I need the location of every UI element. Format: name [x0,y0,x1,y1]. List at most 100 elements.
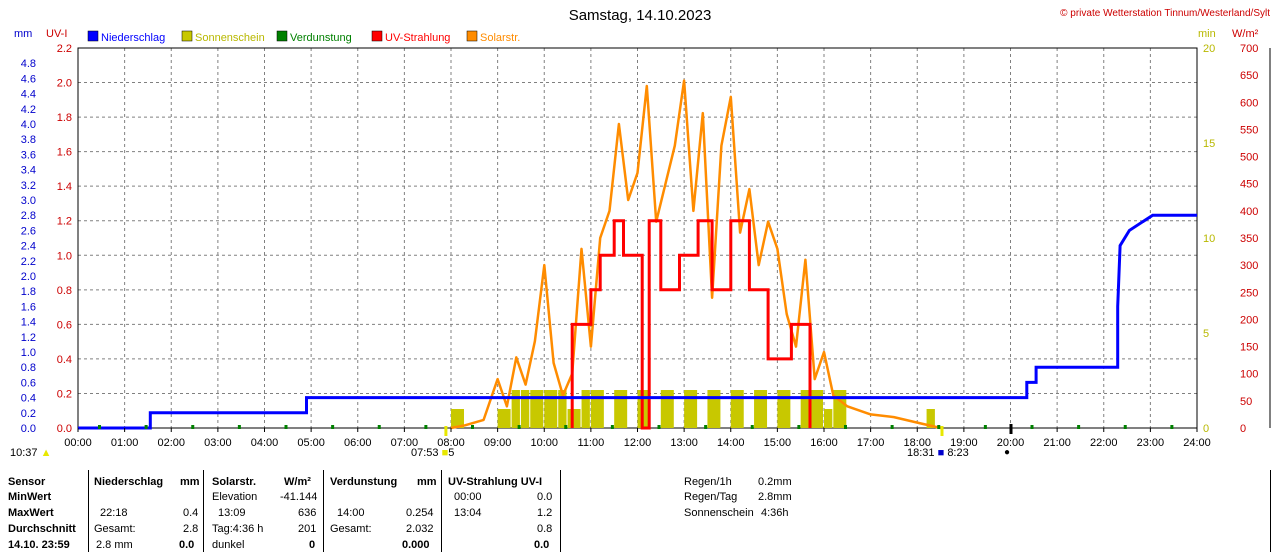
left-time-label: 10:37 ▲ [10,447,52,459]
mm-tick-label: 4.6 [21,73,36,85]
uvi-tick-label: 1.2 [57,216,72,228]
legend-label: Sonnenschein [195,32,265,44]
evap-marker [377,425,381,429]
evap-marker [983,425,987,429]
solar-tag-val: 201 [298,523,317,535]
uv-max-val: 1.2 [537,507,553,519]
legend-swatch [181,30,193,42]
sunshine-bar [451,409,464,428]
mm-tick-label: 4.0 [21,119,36,131]
x-tick-label: 18:00 [903,437,931,449]
sunshine-bar [581,390,590,428]
mm-tick-label: 4.2 [21,104,36,116]
x-tick-label: 08:00 [437,437,465,449]
legend-swatch [466,30,478,42]
summary-sonne-value: 4:36h [761,507,789,519]
unit-uvi: UV-I [46,28,67,40]
mm-tick-label: 2.0 [21,271,36,283]
uv-now-val: 0.0 [534,539,550,551]
chart-title: Samstag, 14.10.2023 [569,7,712,24]
solar-tag-label: Tag:4:36 h [212,523,264,535]
x-tick-label: 11:00 [578,437,605,449]
summary-regentag-value: 2.8mm [758,491,792,503]
evap-marker [610,425,614,429]
mm-tick-label: 1.2 [21,332,36,344]
sunshine-bar [530,390,544,428]
sunshine-bar [926,409,935,428]
evap-marker [191,425,195,429]
x-tick-label: 03:00 [204,437,232,449]
sunshine-bar [730,390,744,428]
verdunstung-gesamt-label: Gesamt: [330,523,372,535]
mm-tick-label: 3.0 [21,195,36,207]
evap-marker [517,425,521,429]
evap-marker [98,425,101,429]
col-sensor-header: Sensor [8,476,46,488]
mm-tick-label: 1.8 [21,286,36,298]
mm-tick-label: 3.8 [21,134,36,146]
row-current: 14.10. 23:59 [8,539,70,551]
sunshine-bar [684,390,698,428]
weather-chart: 00:00 01:00 02:00 03:00 04:00 05:00 06:00 07:00… [14,7,1271,449]
sun-marker [940,426,944,436]
verdunstung-max-time: 14:00 [337,507,365,519]
evap-marker [1123,425,1127,429]
legend-swatch [371,30,383,42]
legend-swatch [87,30,99,42]
sunshine-bar [707,390,721,428]
niederschlag-gesamt-label: Gesamt: [94,523,136,535]
sunshine-bar [558,390,567,428]
sunshine-bar [660,390,674,428]
sunshine-bar [567,409,581,428]
evap-marker [890,425,894,429]
solar-max-val: 636 [298,507,317,519]
chart-grid [77,47,1198,429]
precip-line [78,213,1197,430]
mm-tick-label: 2.6 [21,225,36,237]
niederschlag-header: Niederschlag [94,476,164,488]
wm2-tick-label: 700 [1240,43,1258,55]
evap-marker [424,425,428,429]
row-maxwert: MaxWert [8,507,54,519]
sunshine-bar [544,390,558,428]
chart-series [78,79,1197,430]
x-tick-label: 06:00 [344,437,372,449]
sunshine-bar [497,409,511,428]
niederschlag-max-time: 22:18 [100,507,128,519]
mm-tick-label: 0.0 [21,423,36,435]
evap-marker [704,425,708,429]
x-tick-label: 07:00 [391,437,419,449]
x-tick-label: 10:00 [530,437,558,449]
mm-tick-label: 4.8 [21,58,36,70]
x-tick-label: 01:00 [111,437,139,449]
wm2-tick-label: 550 [1240,124,1258,136]
sunshine-bar [520,390,530,428]
min-tick-label: 0 [1203,423,1209,435]
wm2-tick-label: 200 [1240,314,1258,326]
summary-regen1h-value: 0.2mm [758,476,792,488]
niederschlag-now-val: 2.8 mm [96,539,133,551]
evap-marker [1030,425,1034,429]
uvi-tick-label: 1.8 [57,112,72,124]
x-tick-label: 23:00 [1137,437,1165,449]
uvi-tick-label: 0.0 [57,423,72,435]
evap-marker [844,425,847,429]
niederschlag-now-val2: 0.0 [179,539,195,551]
solar-elev-val: -41.144 [280,491,318,503]
x-tick-label: 12:00 [624,437,652,449]
sunshine-bar [800,390,810,428]
sunshine-bar [777,390,791,428]
uv-min-val: 0.0 [537,491,553,503]
uv-line [570,219,812,430]
x-tick-label: 09:00 [484,437,512,449]
wm2-tick-label: 100 [1240,369,1258,381]
solar-header: Solarstr. [212,476,257,488]
x-tick-label: 04:00 [251,437,279,449]
legend-label: UV-Strahlung [385,32,450,44]
evap-marker [471,425,474,429]
evap-marker [144,425,148,429]
wm2-tick-label: 450 [1240,179,1258,191]
sunshine-bar [810,390,823,428]
uvi-tick-label: 1.0 [57,250,72,262]
niederschlag-gesamt-val: 2.8 [183,523,199,535]
